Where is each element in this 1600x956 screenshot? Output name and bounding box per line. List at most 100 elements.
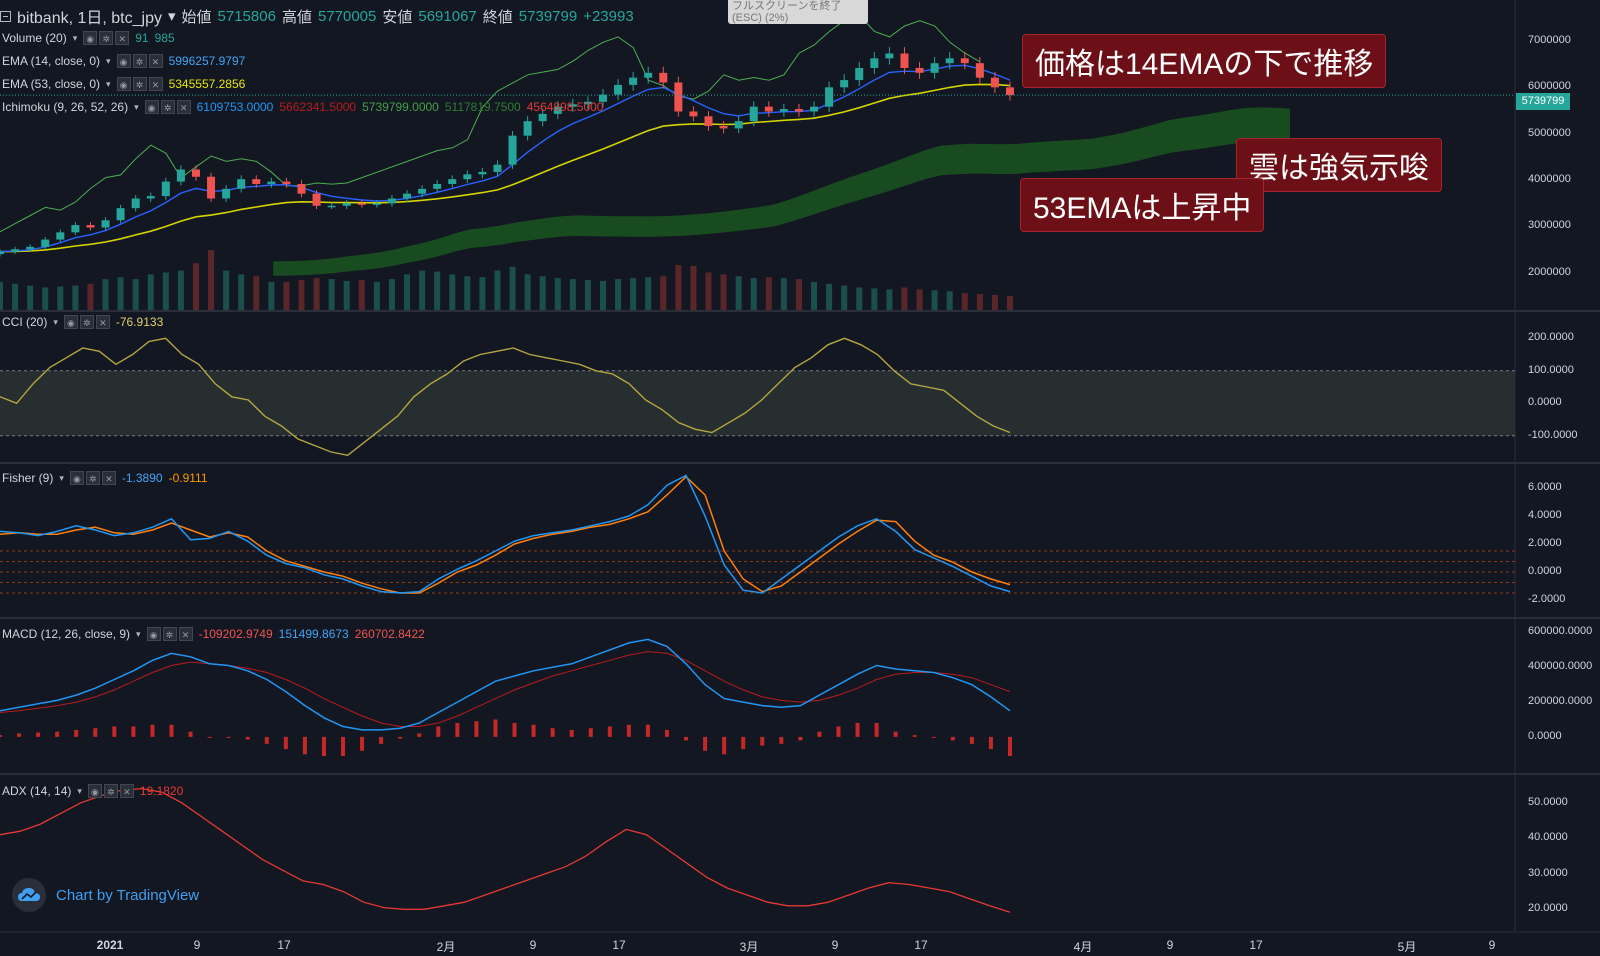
ema53-line	[0, 83, 1011, 253]
legend-buttons: ◉ ✲ ✕	[87, 784, 134, 798]
candle-body	[493, 164, 502, 172]
macd-histogram-bar	[588, 728, 593, 737]
volume-bar	[208, 250, 215, 310]
macd-histogram-bar	[245, 736, 250, 740]
candle-body	[101, 220, 110, 228]
eye-icon[interactable]: ◉	[87, 784, 102, 798]
symbol-title[interactable]: bitbank, 1日, btc_jpy	[17, 10, 162, 27]
legend-fisher[interactable]: Fisher (9) ▾ ◉ ✲ ✕ -1.3890 -0.9111	[2, 471, 208, 485]
macd-histogram-bar	[912, 735, 917, 737]
close-icon[interactable]: ✕	[119, 784, 134, 798]
close-icon[interactable]: ✕	[95, 315, 110, 329]
ema14-value: 5996257.9797	[168, 54, 246, 68]
volume-bar	[12, 283, 19, 310]
eye-icon[interactable]: ◉	[116, 54, 131, 68]
volume-bar	[162, 272, 169, 310]
chevron-down-icon[interactable]: ▾	[53, 316, 58, 327]
candle-body	[222, 188, 231, 199]
eye-icon[interactable]: ◉	[83, 31, 98, 45]
volume-bar	[795, 279, 802, 310]
cci-line	[0, 337, 1011, 457]
volume-bar	[419, 270, 426, 310]
chevron-down-icon[interactable]: ▾	[77, 785, 82, 796]
volume-bar	[147, 274, 154, 310]
macd-histogram-bar	[531, 724, 536, 737]
legend-macd[interactable]: MACD (12, 26, close, 9) ▾ ◉ ✲ ✕ -109202.974…	[2, 627, 425, 641]
candle-body	[433, 184, 442, 189]
candle-body	[342, 203, 351, 206]
gear-icon[interactable]: ✲	[162, 627, 177, 641]
macd-histogram-bar	[131, 726, 136, 737]
fisher-label: Fisher (9)	[2, 471, 54, 485]
eye-icon[interactable]: ◉	[63, 315, 78, 329]
gear-icon[interactable]: ✲	[160, 100, 175, 114]
macd-label: MACD (12, 26, close, 9)	[2, 627, 131, 641]
ema53-value: 5345557.2856	[168, 77, 246, 91]
gear-icon[interactable]: ✲	[132, 77, 147, 91]
eye-icon[interactable]: ◉	[116, 77, 131, 91]
chevron-down-icon[interactable]: ▾	[106, 78, 111, 89]
volume-bar	[584, 280, 591, 310]
legend-ichimoku[interactable]: Ichimoku (9, 26, 52, 26) ▾ ◉ ✲ ✕ 6109753.00…	[2, 100, 603, 114]
volume-bar	[404, 274, 411, 310]
macd-histogram-bar	[36, 732, 41, 737]
exit-fullscreen-label: フルスクリーンを終了 (ESC)	[732, 0, 842, 24]
eye-icon[interactable]: ◉	[146, 627, 161, 641]
macd-histogram-bar	[112, 726, 117, 737]
gear-icon[interactable]: ✲	[132, 54, 147, 68]
candle-body	[146, 196, 155, 199]
legend-adx[interactable]: ADX (14, 14) ▾ ◉ ✲ ✕ 19.1820	[2, 784, 183, 798]
close-icon[interactable]: ✕	[176, 100, 191, 114]
close-icon[interactable]: ✕	[148, 77, 163, 91]
legend-ema14[interactable]: EMA (14, close, 0) ▾ ◉ ✲ ✕ 5996257.9797	[2, 54, 245, 68]
volume-bar	[223, 270, 230, 310]
volume-bar	[856, 287, 863, 310]
candle-body	[674, 82, 683, 112]
chevron-down-icon[interactable]: ▾	[136, 628, 141, 639]
chevron-down-icon[interactable]: ▾	[59, 472, 64, 483]
legend-buttons: ◉ ✲ ✕	[146, 627, 193, 641]
gear-icon[interactable]: ✲	[79, 315, 94, 329]
gear-icon[interactable]: ✲	[85, 471, 100, 485]
chevron-down-icon[interactable]: ▾	[134, 101, 139, 112]
chevron-down-icon[interactable]: ▾	[167, 8, 176, 25]
volume-bar	[87, 283, 94, 310]
collapse-icon[interactable]	[0, 10, 11, 22]
volume-bar	[931, 290, 938, 310]
close-icon[interactable]: ✕	[148, 54, 163, 68]
candle-body	[0, 251, 4, 255]
macd-tick-label: 0.0000	[1528, 729, 1562, 742]
candle-body	[56, 232, 65, 240]
close-icon[interactable]: ✕	[115, 31, 130, 45]
macd-histogram-bar	[988, 736, 993, 750]
candle-body	[945, 58, 954, 64]
candle-body	[403, 193, 412, 199]
callout-ema53: 53EMAは上昇中	[1020, 178, 1265, 232]
macd-tick-label: 200000.0000	[1528, 695, 1593, 708]
volume-bar	[494, 270, 501, 310]
legend-volume[interactable]: Volume (20) ▾ ◉ ✲ ✕ 91 985	[2, 31, 175, 45]
close-icon[interactable]: ✕	[178, 627, 193, 641]
volume-label: Volume (20)	[2, 31, 67, 45]
tradingview-link[interactable]: Chart by TradingView	[56, 886, 200, 904]
macd-histogram-bar	[722, 736, 727, 755]
candle-body	[719, 126, 728, 129]
volume-bar	[434, 271, 441, 310]
candle-body	[825, 87, 834, 107]
fisher-trigger-line	[0, 475, 1011, 594]
eye-icon[interactable]: ◉	[69, 471, 84, 485]
tradingview-branding[interactable]: Chart by TradingView	[12, 878, 199, 912]
volume-bar	[177, 270, 184, 310]
eye-icon[interactable]: ◉	[144, 100, 159, 114]
chevron-down-icon[interactable]: ▾	[106, 55, 111, 66]
gear-icon[interactable]: ✲	[103, 784, 118, 798]
exit-fullscreen-button[interactable]: フルスクリーンを終了 (ESC) (2%)	[728, 0, 868, 24]
legend-cci[interactable]: CCI (20) ▾ ◉ ✲ ✕ -76.9133	[2, 315, 163, 329]
macd-histogram-bar	[950, 736, 955, 741]
legend-ema53[interactable]: EMA (53, close, 0) ▾ ◉ ✲ ✕ 5345557.2856	[2, 77, 245, 91]
gear-icon[interactable]: ✲	[99, 31, 114, 45]
time-tick-label: 2021	[96, 938, 124, 952]
chevron-down-icon[interactable]: ▾	[72, 32, 78, 43]
macd-histogram-bar	[150, 724, 155, 737]
close-icon[interactable]: ✕	[101, 471, 116, 485]
